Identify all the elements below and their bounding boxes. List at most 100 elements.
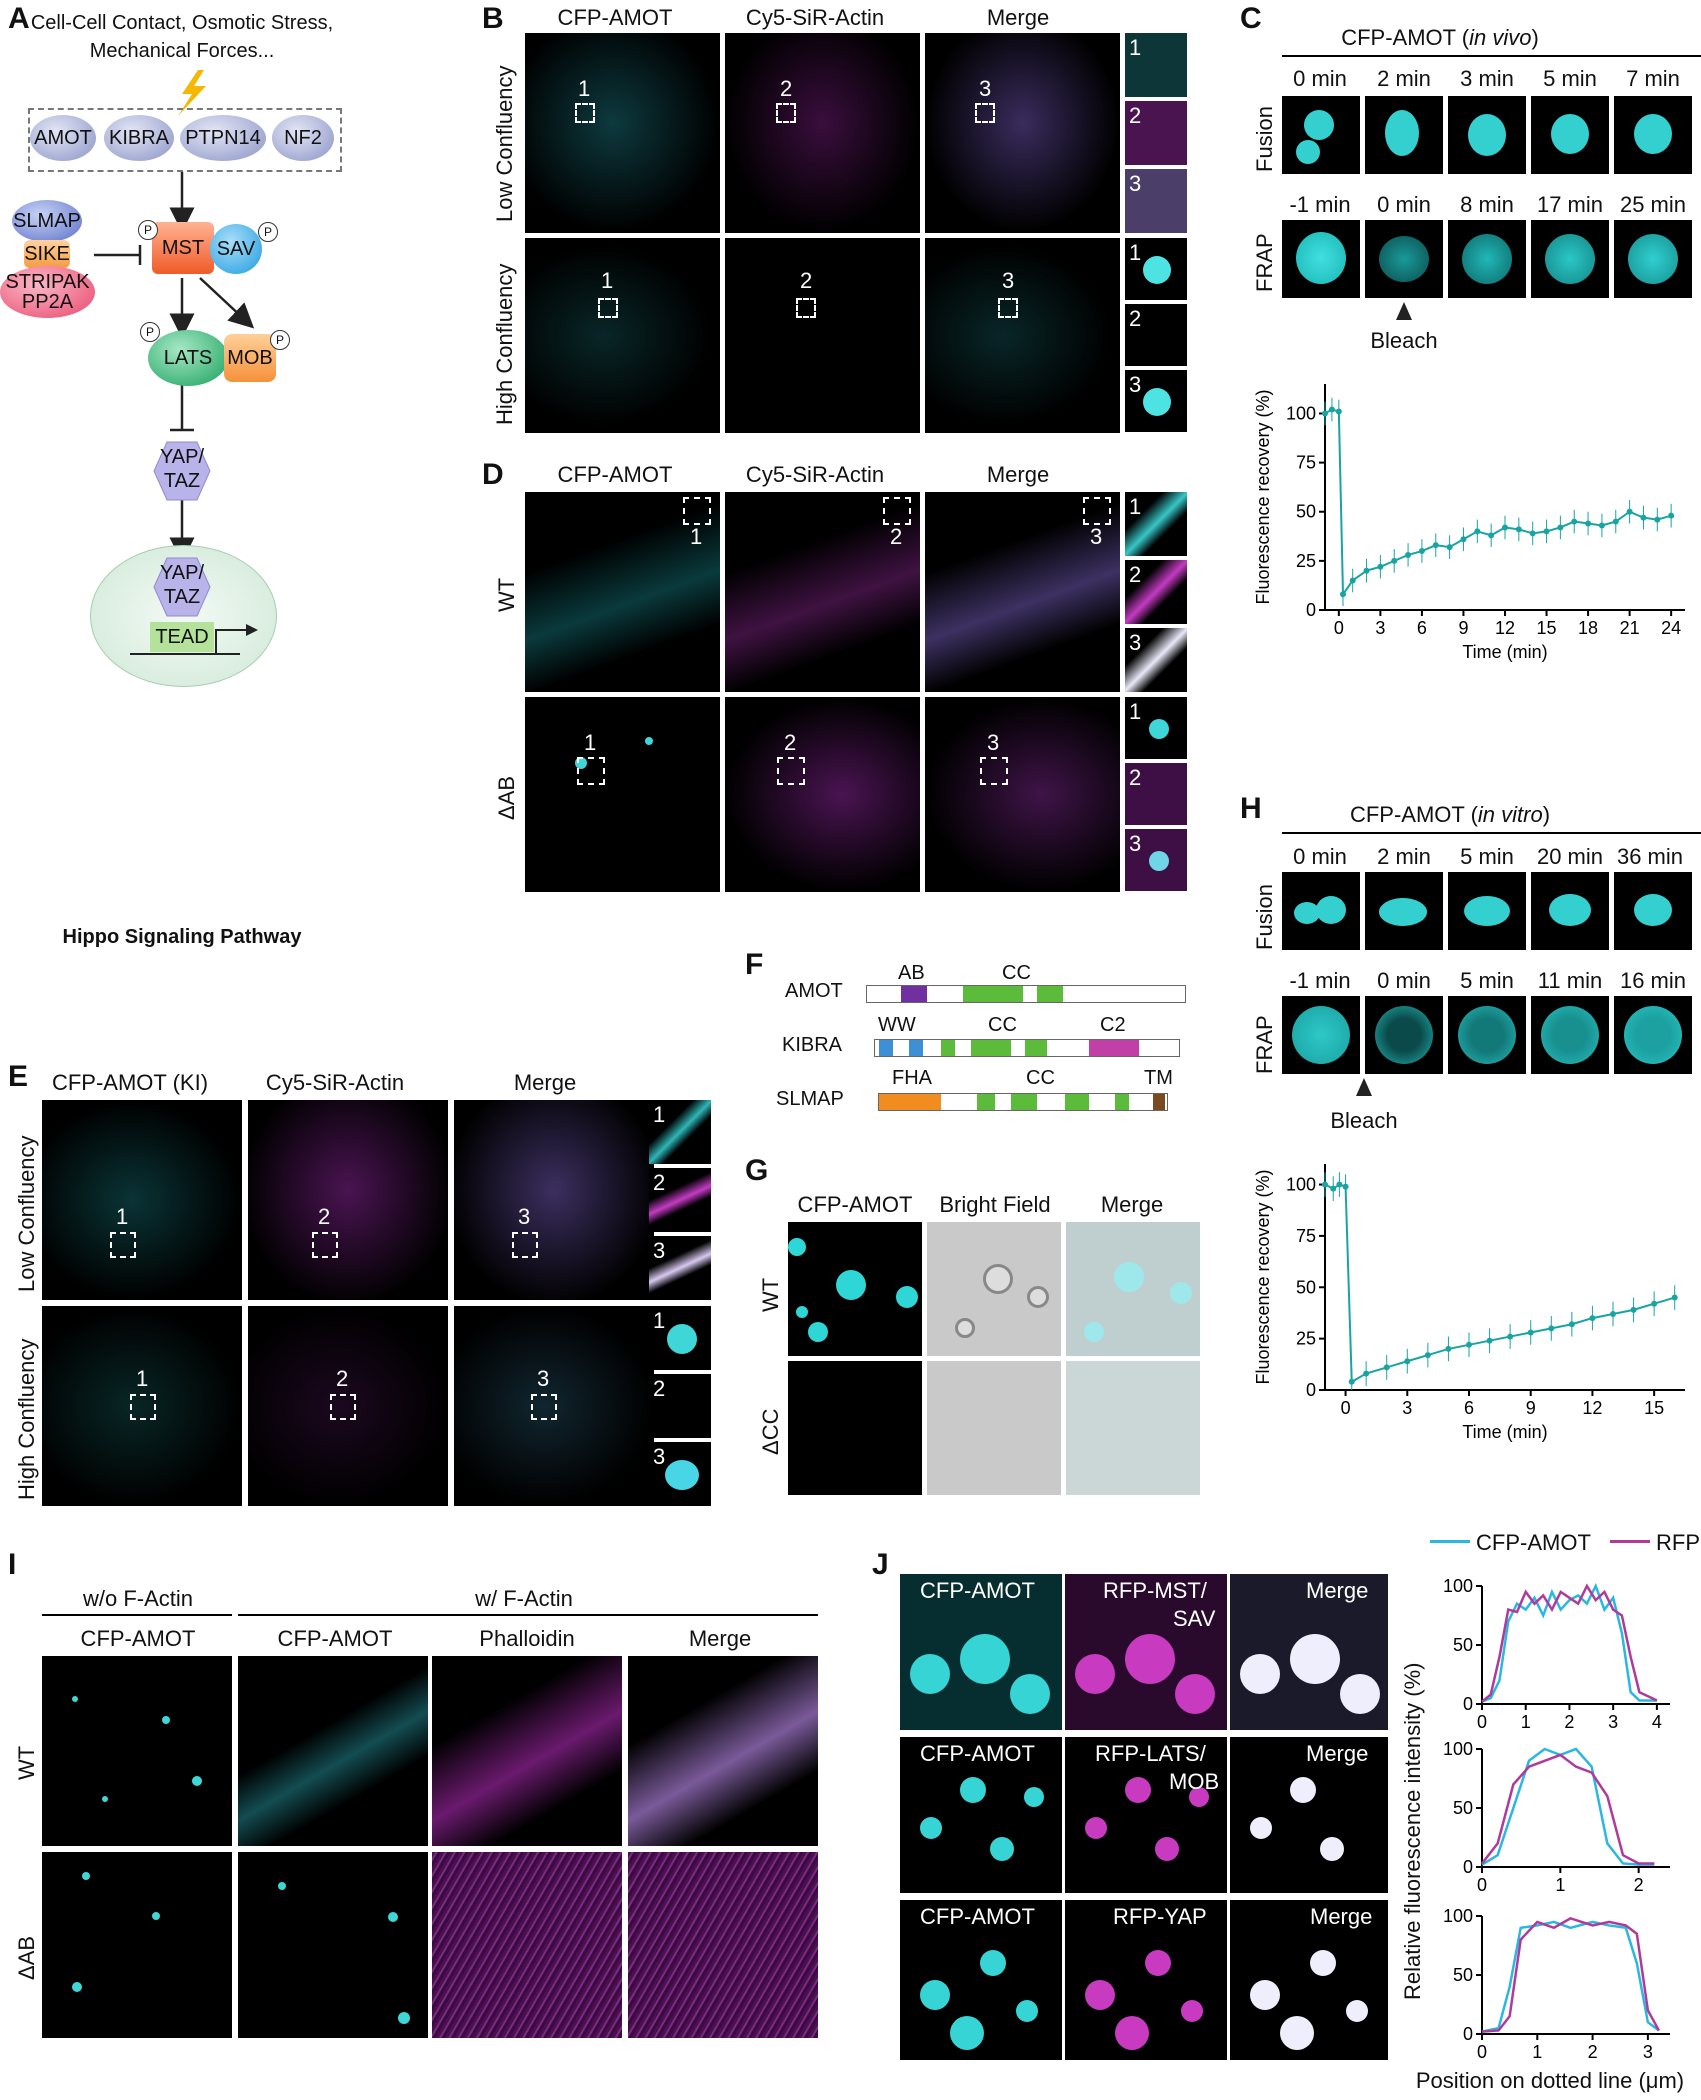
e-roi-num: 2 [336, 1366, 349, 1391]
x-tick-label: 3 [1375, 618, 1385, 638]
i-group-1: w/o F-Actin [82, 1586, 194, 1611]
d-roi-num: 2 [890, 524, 903, 549]
b-roi-box [575, 103, 595, 123]
yap-taz-hex [153, 441, 211, 501]
y-tick-label: 100 [1443, 1906, 1473, 1926]
y-tick-label: 100 [1443, 1576, 1473, 1596]
h-fusion-time: 5 min [1460, 844, 1514, 869]
c-bleach-arrow-icon [1396, 302, 1412, 320]
b-roi-num: 2 [780, 76, 793, 101]
c-frap-image [1531, 220, 1609, 298]
x-tick-label: 1 [1521, 1712, 1531, 1732]
mst-node: MST [152, 222, 214, 274]
data-point [1342, 1183, 1349, 1190]
x-tick-label: 9 [1526, 1398, 1536, 1418]
y-axis-label: Fluorescence recovery (%) [1255, 1169, 1273, 1384]
series-line-1 [1481, 1917, 1661, 2033]
d-merge-dab-image [925, 697, 1120, 892]
f-kibra-ww-domain-2 [909, 1040, 923, 1056]
tead-node: TEAD [150, 622, 214, 652]
j-legend-cfp: CFP-AMOT [1476, 1530, 1591, 1555]
i-group-2: w/ F-Actin [475, 1586, 573, 1611]
b-inset-num: 3 [1129, 372, 1142, 397]
x-tick-label: 0 [1477, 1712, 1487, 1732]
data-point [1527, 1329, 1534, 1336]
x-tick-label: 1 [1555, 1875, 1565, 1895]
h-fusion-image [1448, 872, 1526, 950]
e-inset-num: 3 [653, 1444, 666, 1469]
b-roi-num: 1 [578, 76, 591, 101]
y-tick-label: 75 [1296, 1226, 1316, 1246]
x-tick-label: 9 [1458, 618, 1468, 638]
i-cfp-actin-wt-image [238, 1656, 428, 1846]
kibra-node: KIBRA [104, 115, 174, 161]
h-frap-time: 16 min [1619, 968, 1687, 993]
c-title-c: ) [1531, 25, 1539, 50]
data-point [1626, 508, 1633, 515]
series-line-0 [1481, 1582, 1657, 1703]
f-slmap-tm-domain [1153, 1094, 1165, 1110]
j-rfp-yap-image: RFP-YAP [1065, 1900, 1227, 2060]
d-roi-num: 3 [987, 730, 1000, 755]
data-point [1391, 557, 1398, 564]
e-roi-num: 3 [537, 1366, 550, 1391]
d-roi-num: 3 [1090, 524, 1103, 549]
d-roi-box [777, 757, 805, 785]
data-point [1640, 514, 1647, 521]
panel-letter-b: B [482, 2, 504, 35]
j-cfp-mst-image: CFP-AMOT [900, 1574, 1062, 1730]
d-inset-num: 3 [1129, 630, 1142, 655]
e-merge-high-image [454, 1306, 654, 1506]
i-phalloidin-wt-image [432, 1656, 622, 1846]
e-actin-high-image [248, 1306, 448, 1506]
b-cfp-low-image [525, 33, 720, 233]
data-point [1612, 518, 1619, 525]
g-row-2: ΔCC [758, 1408, 783, 1455]
y-tick-label: 50 [1296, 502, 1316, 522]
data-point [1363, 567, 1370, 574]
data-point [1383, 1364, 1390, 1371]
i-row-1: WT [14, 1745, 39, 1780]
pathway-caption: Hippo Signaling Pathway [62, 926, 302, 948]
data-point [1424, 1352, 1431, 1359]
e-col-1: CFP-AMOT (KI) [51, 1070, 209, 1095]
i-cfp-noactin-dab-image [42, 1852, 232, 2038]
h-title-a: CFP-AMOT ( [1349, 802, 1478, 827]
j-merge-yap-image: Merge [1230, 1900, 1388, 2060]
d-inset-image: 3 [1125, 628, 1187, 692]
y-tick-label: 75 [1296, 453, 1316, 473]
j-xlabel: Position on dotted line (μm) [1415, 2068, 1685, 2093]
e-merge-low-image [454, 1100, 654, 1300]
data-point [1598, 522, 1605, 529]
f-kibra-bar [874, 1039, 1180, 1057]
h-title-rule [1282, 832, 1701, 834]
data-point [1502, 524, 1508, 531]
data-point [1488, 532, 1495, 539]
h-fusion-label: Fusion [1252, 883, 1277, 950]
b-inset-image: 3 [1125, 370, 1187, 432]
d-roi-box [1083, 497, 1111, 525]
d-inset-num: 1 [1129, 494, 1142, 519]
data-point [1328, 406, 1335, 413]
d-merge-wt-image [925, 492, 1120, 692]
e-roi-box [110, 1232, 136, 1258]
series-line-0 [1481, 1747, 1655, 1866]
e-roi-box [512, 1232, 538, 1258]
d-inset-num: 3 [1129, 831, 1142, 856]
f-slmap-fha-label: FHA [892, 1067, 932, 1089]
panel-letter-j: J [872, 1548, 889, 1581]
e-inset-num: 2 [653, 1376, 666, 1401]
b-inset-image: 3 [1125, 169, 1187, 233]
b-col-2: Cy5-SiR-Actin [745, 5, 885, 30]
d-inset-image: 2 [1125, 560, 1187, 624]
i-row-2: ΔAB [14, 1935, 39, 1980]
d-roi-box [980, 757, 1008, 785]
h-title: CFP-AMOT (in vitro) [1350, 802, 1550, 828]
x-tick-label: 2 [1564, 1712, 1574, 1732]
f-slmap-fha-domain [879, 1094, 941, 1110]
panel-letter-i: I [8, 1548, 17, 1581]
e-row-2: High Confluency [14, 1338, 39, 1500]
d-roi-num: 1 [690, 524, 703, 549]
data-point [1589, 1315, 1596, 1322]
j-profile-chart-1: 0 50 100 0 1 2 3 4 [1443, 1576, 1670, 1732]
